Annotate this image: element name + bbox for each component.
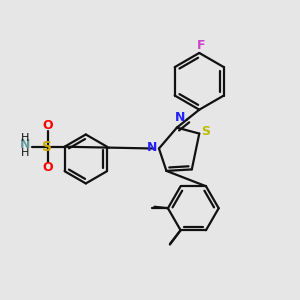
Text: H: H [21,148,29,158]
Text: H: H [21,134,29,143]
Text: S: S [201,125,210,138]
Text: N: N [20,138,30,151]
Text: F: F [196,39,205,52]
Text: S: S [42,140,52,154]
Text: O: O [43,119,53,132]
Text: O: O [43,161,53,174]
Text: N: N [147,141,158,154]
Text: N: N [175,111,186,124]
